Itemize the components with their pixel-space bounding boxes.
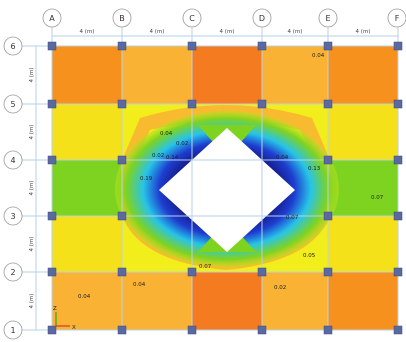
row-label-1: 1 <box>10 326 15 335</box>
contour-value: 0.04 <box>312 53 325 59</box>
band-bottom-light-3 <box>262 272 328 330</box>
contour-value: 0.04 <box>78 294 91 300</box>
zone-4-3-left-green <box>52 160 122 216</box>
column-label-b: B <box>119 14 125 23</box>
zone-3-2-e <box>328 216 398 272</box>
side-dimensions: 4 (m) 4 (m) 4 (m) 4 (m) 4 (m) <box>29 68 35 309</box>
contour-value: 0.04 <box>160 131 173 137</box>
contour-value: 0.05 <box>303 253 316 259</box>
band-top-light-1 <box>122 46 192 104</box>
contour-labels: 0.04 0.04 0.02 0.02 0.14 0.04 0.19 0.13 … <box>78 53 384 300</box>
zone-5-4-a <box>52 104 122 160</box>
zone-4-3-right-green <box>328 160 398 216</box>
dim-side-4: 4 (m) <box>29 237 35 252</box>
band-bottom-light-2 <box>122 272 192 330</box>
row-label-5: 5 <box>10 100 15 109</box>
dim-top-3: 4 (m) <box>220 29 235 35</box>
column-label-c: C <box>189 14 195 23</box>
axis-z-label: Z <box>53 306 57 312</box>
column-label-e: E <box>325 14 330 23</box>
dim-top-2: 4 (m) <box>150 29 165 35</box>
contour-value: 0.07 <box>199 264 212 270</box>
contour-value: 0.02 <box>152 153 164 159</box>
band-top-center <box>192 46 262 104</box>
grid-lines <box>18 20 402 332</box>
column-label-d: D <box>259 14 265 23</box>
dim-side-1: 4 (m) <box>29 68 35 83</box>
column-label-f: F <box>395 14 400 23</box>
axis-x-label: X <box>72 325 76 331</box>
top-dimensions: 4 (m) 4 (m) 4 (m) 4 (m) 4 (m) <box>80 29 371 35</box>
column-nodes <box>47 41 403 335</box>
contour-value: 0.07 <box>286 215 299 221</box>
row-label-6: 6 <box>10 42 15 51</box>
dim-side-3: 4 (m) <box>29 181 35 196</box>
contour-value: 0.02 <box>274 285 286 291</box>
contour-value: 0.04 <box>133 282 146 288</box>
dim-side-5: 4 (m) <box>29 294 35 309</box>
column-label-a: A <box>49 14 55 23</box>
dim-top-4: 4 (m) <box>288 29 303 35</box>
contour-value: 0.13 <box>308 166 321 172</box>
row-label-4: 4 <box>10 156 15 165</box>
dim-top-5: 4 (m) <box>356 29 371 35</box>
column-bubbles: A B C D E F <box>42 8 406 28</box>
dim-side-2: 4 (m) <box>29 125 35 140</box>
row-label-2: 2 <box>10 268 15 277</box>
band-top-light-2 <box>262 46 328 104</box>
row-bubbles: 6 5 4 3 2 1 <box>3 36 23 340</box>
band-bottom-center <box>192 272 262 330</box>
contour-value: 0.19 <box>140 176 153 182</box>
band-bottom-light-1 <box>52 272 122 330</box>
zone-3-2-a <box>52 216 122 272</box>
contour-value: 0.02 <box>176 141 188 147</box>
zone-5-4-e <box>328 104 398 160</box>
contour-value: 0.04 <box>276 155 289 161</box>
row-label-3: 3 <box>10 212 15 221</box>
contour-value: 0.07 <box>371 195 384 201</box>
axis-indicator: Z X <box>53 306 76 331</box>
contour-value: 0.14 <box>166 155 179 161</box>
slab-opening <box>159 128 295 252</box>
dim-top-1: 4 (m) <box>80 29 95 35</box>
